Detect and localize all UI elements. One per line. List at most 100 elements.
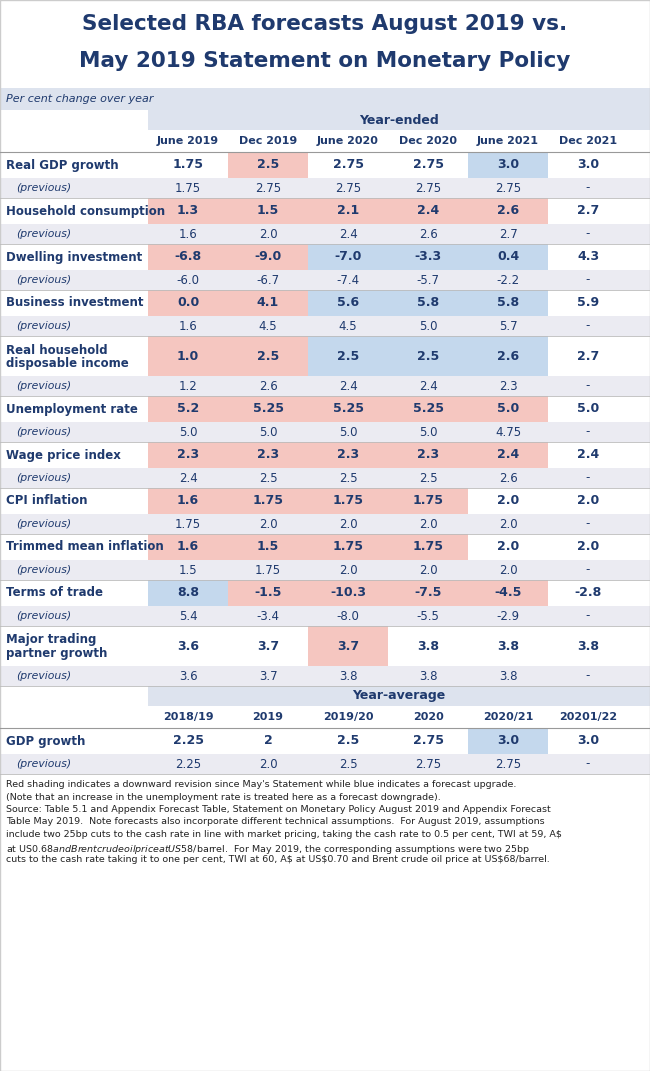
- Bar: [0, 728, 650, 754]
- Bar: [388, 336, 468, 376]
- Text: (previous): (previous): [16, 473, 71, 483]
- Text: 2018/19: 2018/19: [162, 712, 213, 722]
- Text: Dec 2020: Dec 2020: [399, 136, 457, 146]
- Text: (previous): (previous): [16, 275, 71, 285]
- Text: -2.8: -2.8: [575, 587, 602, 600]
- Text: 2.3: 2.3: [257, 449, 279, 462]
- Text: 5.6: 5.6: [337, 297, 359, 310]
- Text: 2.0: 2.0: [577, 541, 599, 554]
- Text: 5.0: 5.0: [419, 425, 437, 438]
- Text: 2.0: 2.0: [499, 563, 517, 576]
- Bar: [388, 198, 468, 224]
- Text: -: -: [586, 319, 590, 332]
- Text: -6.0: -6.0: [177, 273, 200, 287]
- Text: 4.5: 4.5: [339, 319, 358, 332]
- Bar: [148, 687, 650, 706]
- Text: 2.7: 2.7: [499, 227, 517, 241]
- Text: 5.0: 5.0: [419, 319, 437, 332]
- Text: at US$0.68 and Brent crude oil price at US$58/barrel.  For May 2019, the corresp: at US$0.68 and Brent crude oil price at …: [6, 843, 530, 856]
- Text: 3.8: 3.8: [577, 639, 599, 652]
- Text: 2.0: 2.0: [259, 517, 278, 530]
- Text: (previous): (previous): [16, 427, 71, 437]
- Text: Dec 2019: Dec 2019: [239, 136, 297, 146]
- Bar: [388, 580, 468, 606]
- Text: 3.7: 3.7: [337, 639, 359, 652]
- Text: 3.8: 3.8: [499, 669, 517, 682]
- Text: 1.75: 1.75: [255, 563, 281, 576]
- Text: Wage price index: Wage price index: [6, 449, 121, 462]
- Text: 2.6: 2.6: [497, 205, 519, 217]
- Text: 2.0: 2.0: [259, 227, 278, 241]
- Text: -4.5: -4.5: [494, 587, 522, 600]
- Text: 2.3: 2.3: [499, 379, 517, 392]
- Text: -5.7: -5.7: [417, 273, 439, 287]
- Text: Real GDP growth: Real GDP growth: [6, 159, 118, 171]
- Text: 5.25: 5.25: [333, 403, 363, 416]
- Bar: [0, 88, 650, 110]
- Text: 5.8: 5.8: [497, 297, 519, 310]
- Text: 5.0: 5.0: [497, 403, 519, 416]
- Text: 5.7: 5.7: [499, 319, 517, 332]
- Text: 5.0: 5.0: [577, 403, 599, 416]
- Text: 1.75: 1.75: [252, 495, 283, 508]
- Text: 2.0: 2.0: [419, 517, 437, 530]
- Text: 2.25: 2.25: [175, 757, 201, 770]
- Text: 2019/20: 2019/20: [323, 712, 373, 722]
- Text: 2.75: 2.75: [413, 735, 443, 748]
- Text: Terms of trade: Terms of trade: [6, 587, 103, 600]
- Text: 4.5: 4.5: [259, 319, 278, 332]
- Bar: [0, 270, 650, 290]
- Text: -10.3: -10.3: [330, 587, 366, 600]
- Bar: [0, 488, 650, 514]
- Text: Red shading indicates a downward revision since May's Statement while blue indic: Red shading indicates a downward revisio…: [6, 780, 516, 789]
- Bar: [0, 376, 650, 396]
- Text: May 2019 Statement on Monetary Policy: May 2019 Statement on Monetary Policy: [79, 51, 571, 71]
- Bar: [468, 396, 548, 422]
- Bar: [308, 488, 388, 514]
- Bar: [228, 488, 308, 514]
- Bar: [308, 198, 388, 224]
- Bar: [148, 244, 228, 270]
- Text: 2.75: 2.75: [415, 757, 441, 770]
- Text: 2.5: 2.5: [339, 471, 358, 484]
- Bar: [0, 606, 650, 627]
- Text: 1.75: 1.75: [172, 159, 203, 171]
- Text: 1.75: 1.75: [175, 181, 201, 195]
- Text: 2.6: 2.6: [259, 379, 278, 392]
- Text: (previous): (previous): [16, 519, 71, 529]
- Text: June 2021: June 2021: [477, 136, 539, 146]
- Text: -8.0: -8.0: [337, 609, 359, 622]
- Text: 2.0: 2.0: [499, 517, 517, 530]
- Text: 8.8: 8.8: [177, 587, 199, 600]
- Text: 2.75: 2.75: [335, 181, 361, 195]
- Text: 1.6: 1.6: [177, 541, 199, 554]
- Text: 4.1: 4.1: [257, 297, 279, 310]
- Text: (previous): (previous): [16, 565, 71, 575]
- Text: -: -: [586, 517, 590, 530]
- Text: 4.3: 4.3: [577, 251, 599, 263]
- Text: CPI inflation: CPI inflation: [6, 495, 88, 508]
- Bar: [228, 290, 308, 316]
- Text: 2.0: 2.0: [577, 495, 599, 508]
- Text: 0.0: 0.0: [177, 297, 199, 310]
- Bar: [148, 580, 228, 606]
- Text: -: -: [586, 227, 590, 241]
- Bar: [0, 316, 650, 336]
- Text: 2.0: 2.0: [497, 541, 519, 554]
- Text: 1.3: 1.3: [177, 205, 199, 217]
- Text: 2.1: 2.1: [337, 205, 359, 217]
- Text: -5.5: -5.5: [417, 609, 439, 622]
- Bar: [0, 178, 650, 198]
- Text: -: -: [586, 379, 590, 392]
- Text: 2.75: 2.75: [413, 159, 443, 171]
- Text: 2.7: 2.7: [577, 349, 599, 362]
- Bar: [228, 396, 308, 422]
- Text: 2.7: 2.7: [577, 205, 599, 217]
- Bar: [0, 152, 650, 178]
- Text: 2.6: 2.6: [499, 471, 517, 484]
- Text: 2.5: 2.5: [339, 757, 358, 770]
- Text: 5.25: 5.25: [252, 403, 283, 416]
- Bar: [0, 422, 650, 442]
- Text: June 2020: June 2020: [317, 136, 379, 146]
- Bar: [148, 534, 228, 560]
